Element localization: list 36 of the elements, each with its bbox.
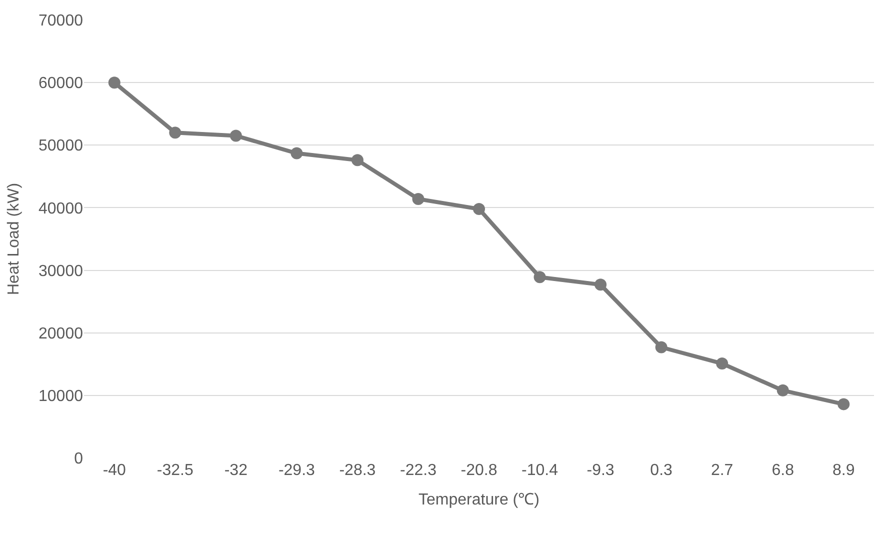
y-tick-label: 0	[74, 450, 84, 468]
point	[169, 126, 182, 139]
x-tick-label: 6.8	[772, 462, 794, 479]
y-tick-label: 10000	[38, 388, 84, 406]
point	[655, 341, 668, 354]
y-tick-label: 20000	[38, 325, 84, 342]
x-tick-label: 0.3	[650, 462, 673, 479]
point	[351, 154, 364, 166]
x-tick-label: -9.3	[586, 462, 614, 479]
point	[230, 130, 242, 142]
y-axis-title: Heat Load (kW)	[5, 182, 22, 296]
y-tick-label: 60000	[38, 75, 84, 92]
point	[594, 278, 607, 291]
y-tick-label: 40000	[38, 200, 84, 218]
point	[534, 271, 546, 284]
x-tick-label: -10.4	[522, 462, 558, 479]
x-tick-label: -20.8	[460, 462, 498, 479]
point	[716, 358, 728, 370]
x-axis-title: Temperature (℃)	[418, 492, 540, 509]
point	[473, 202, 485, 215]
point	[776, 384, 789, 396]
y-tick-label: 30000	[38, 262, 84, 280]
x-tick-label: 2.7	[710, 462, 734, 479]
x-tick-label: 8.9	[832, 462, 855, 479]
point	[108, 76, 120, 89]
point	[290, 147, 303, 160]
x-tick-label: -28.3	[339, 462, 376, 479]
x-tick-label: -40	[102, 462, 126, 479]
point	[412, 192, 424, 205]
point	[838, 398, 850, 410]
x-tick-label: -32.5	[156, 462, 194, 479]
x-tick-label: -22.3	[400, 462, 437, 479]
x-tick-label: -29.3	[278, 462, 316, 479]
y-tick-label: 50000	[38, 138, 84, 155]
x-tick-label: -32	[224, 462, 248, 479]
y-tick-label: 70000	[38, 12, 84, 30]
